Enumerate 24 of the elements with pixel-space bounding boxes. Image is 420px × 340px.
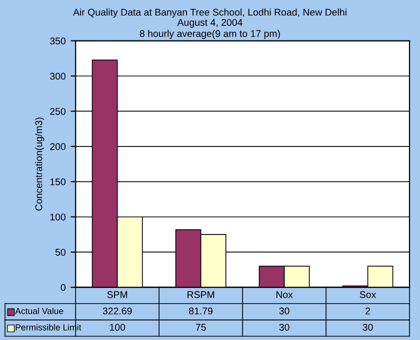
x-tick-label: RSPM <box>188 291 214 298</box>
chart-title: Air Quality Data at Banyan Tree School, Lodhi Road, New Delhi <box>73 8 346 18</box>
y-tick-label: 200 <box>50 143 66 150</box>
data-label: 2 <box>366 308 370 314</box>
data-label: 322.69 <box>102 308 132 314</box>
y-tick-label: 300 <box>50 72 66 80</box>
data-label: 75 <box>196 324 206 331</box>
y-tick-label: 50 <box>55 248 66 256</box>
legend-label: Actual Value <box>15 308 64 314</box>
chart-subtitle: August 4, 2004 8 hourly average(9 am to 17 pm) <box>140 18 280 39</box>
y-tick-label: 150 <box>50 178 66 186</box>
x-tick-label: Sox <box>360 291 376 298</box>
data-label: 30 <box>279 308 290 314</box>
y-tick-label: 250 <box>50 108 66 115</box>
y-tick-label: 0 <box>60 284 66 291</box>
y-tick-label: 350 <box>50 38 66 44</box>
y-axis-title: Concentration(ug/m3) <box>35 118 44 211</box>
x-tick-label: SPM <box>107 291 128 298</box>
data-label: 30 <box>362 324 373 331</box>
y-tick-label: 100 <box>50 214 66 220</box>
data-label: 30 <box>279 324 290 331</box>
data-label: 81.79 <box>189 308 213 314</box>
data-label: 100 <box>110 324 126 331</box>
x-tick-label: Nox <box>276 291 293 298</box>
